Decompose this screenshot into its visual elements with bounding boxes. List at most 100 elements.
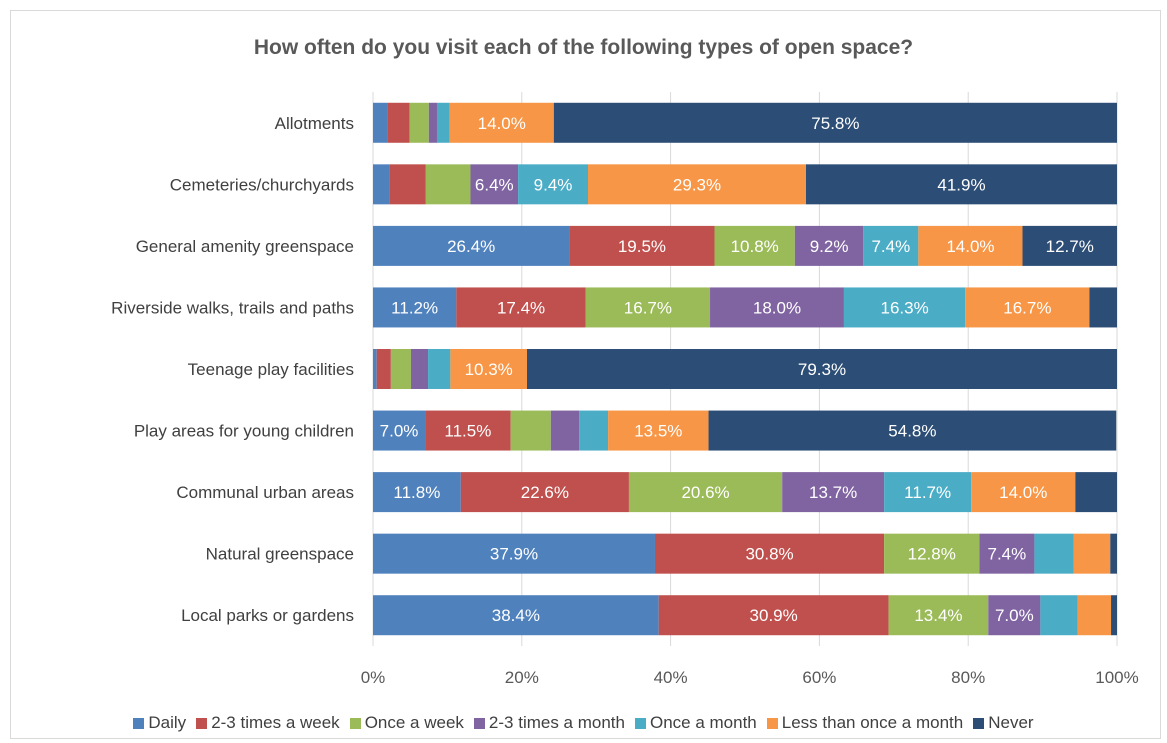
- bar-segment-daily: [373, 287, 457, 328]
- legend-label: Never: [988, 713, 1034, 732]
- data-label: 13.7%: [809, 483, 857, 502]
- bar-segment-once-a-month: [428, 349, 451, 389]
- legend-swatch: [349, 717, 361, 729]
- data-label: 11.7%: [904, 483, 951, 502]
- legend-item-less-than-once-a-month: Less than once a month: [766, 713, 964, 733]
- bar-segment-never: [1089, 287, 1117, 328]
- data-label: 54.8%: [888, 422, 936, 441]
- bar-segment-2-3-times-a-week: [456, 287, 586, 328]
- data-label: 75.8%: [811, 114, 859, 133]
- bar-segment-once-a-week: [409, 102, 429, 143]
- legend-item-2-3-times-a-week: 2-3 times a week: [196, 713, 340, 733]
- bar-segment-2-3-times-a-month: [550, 410, 580, 451]
- bar-segment-2-3-times-a-week: [654, 533, 885, 574]
- bar-segment-2-3-times-a-month: [428, 102, 437, 143]
- data-label: 10.8%: [731, 237, 779, 256]
- y-category-label: Local parks or gardens: [181, 606, 354, 625]
- legend-item-once-a-month: Once a month: [634, 713, 757, 733]
- bar-segment-daily: [373, 410, 426, 451]
- y-category-label: Play areas for young children: [134, 422, 354, 441]
- data-label: 17.4%: [497, 298, 545, 317]
- legend-label: 2-3 times a month: [488, 713, 625, 732]
- y-category-label: Allotments: [275, 114, 354, 133]
- bar-segment-2-3-times-a-week: [569, 225, 715, 266]
- bar-segment-2-3-times-a-month: [410, 349, 429, 389]
- bar-segment-never: [1022, 225, 1117, 266]
- data-label: 19.5%: [618, 237, 666, 256]
- bar-segment-less-than-once-a-month: [450, 349, 528, 389]
- bar-segment-never: [708, 410, 1117, 451]
- bar-segment-less-than-once-a-month: [608, 410, 709, 451]
- legend-item-never: Never: [973, 713, 1034, 733]
- data-label: 41.9%: [937, 175, 985, 194]
- bar-segment-once-a-month: [436, 102, 450, 143]
- bar-segment-daily: [373, 533, 655, 574]
- legend-item-daily: Daily: [133, 713, 186, 733]
- bar-segment-2-3-times-a-week: [425, 410, 511, 451]
- bar-segment-once-a-month: [1040, 595, 1078, 636]
- y-category-label: Riverside walks, trails and paths: [111, 298, 354, 317]
- y-category-label: Teenage play facilities: [188, 360, 354, 379]
- data-label: 16.7%: [1003, 298, 1051, 317]
- bar-segment-less-than-once-a-month: [1077, 595, 1112, 636]
- y-category-label: General amenity greenspace: [136, 237, 354, 256]
- bar-segment-2-3-times-a-week: [389, 164, 426, 205]
- y-category-label: Natural greenspace: [206, 545, 354, 564]
- legend-swatch: [634, 717, 646, 729]
- bar-segment-less-than-once-a-month: [449, 102, 554, 143]
- bar-segment-2-3-times-a-week: [658, 595, 889, 636]
- bar-segment-less-than-once-a-month: [1073, 533, 1111, 574]
- bar-segment-once-a-week: [510, 410, 551, 451]
- bar-segment-less-than-once-a-month: [588, 164, 807, 205]
- x-tick-label: 60%: [802, 668, 836, 687]
- data-label: 7.0%: [995, 606, 1034, 625]
- y-category-label: Cemeteries/churchyards: [170, 175, 354, 194]
- bar-segment-daily: [373, 102, 388, 143]
- bar-segment-once-a-week: [390, 349, 411, 389]
- bar-segment-less-than-once-a-month: [971, 472, 1076, 513]
- data-label: 11.2%: [391, 298, 438, 317]
- data-label: 18.0%: [753, 298, 801, 317]
- data-label: 7.4%: [871, 237, 910, 256]
- x-tick-label: 0%: [361, 668, 386, 687]
- x-tick-label: 100%: [1095, 668, 1138, 687]
- bar-segment-daily: [373, 595, 659, 636]
- data-label: 11.8%: [393, 483, 440, 502]
- data-label: 9.4%: [534, 175, 573, 194]
- legend-label: Less than once a month: [781, 713, 964, 732]
- data-label: 9.2%: [810, 237, 849, 256]
- data-label: 14.0%: [946, 237, 994, 256]
- data-label: 7.4%: [988, 545, 1027, 564]
- bar-segment-once-a-month: [579, 410, 609, 451]
- data-label: 16.3%: [880, 298, 928, 317]
- data-label: 79.3%: [798, 360, 846, 379]
- data-label: 11.5%: [444, 422, 491, 441]
- bar-segment-never: [553, 102, 1117, 143]
- legend-label: Once a month: [649, 713, 757, 732]
- data-label: 29.3%: [673, 175, 721, 194]
- bar-segment-once-a-month: [843, 287, 966, 328]
- data-label: 7.0%: [380, 422, 419, 441]
- data-label: 14.0%: [478, 114, 526, 133]
- bar-segment-once-a-month: [518, 164, 589, 205]
- bar-segment-2-3-times-a-month: [979, 533, 1035, 574]
- data-label: 12.7%: [1046, 237, 1094, 256]
- legend-swatch: [766, 717, 778, 729]
- bar-segment-never: [1110, 533, 1117, 574]
- data-label: 22.6%: [521, 483, 569, 502]
- data-label: 30.8%: [745, 545, 793, 564]
- legend-item-2-3-times-a-month: 2-3 times a month: [473, 713, 625, 733]
- data-label: 6.4%: [475, 175, 514, 194]
- legend-swatch: [196, 717, 208, 729]
- bar-segment-daily: [373, 225, 570, 266]
- bar-segment-daily: [373, 349, 377, 389]
- bar-segment-once-a-week: [884, 533, 980, 574]
- legend-swatch: [473, 717, 485, 729]
- bar-segment-once-a-month: [863, 225, 919, 266]
- data-label: 37.9%: [490, 545, 538, 564]
- bar-segment-2-3-times-a-week: [376, 349, 391, 389]
- bar-segment-2-3-times-a-month: [782, 472, 885, 513]
- bar-segment-once-a-month: [1034, 533, 1074, 574]
- bar-segment-daily: [373, 472, 461, 513]
